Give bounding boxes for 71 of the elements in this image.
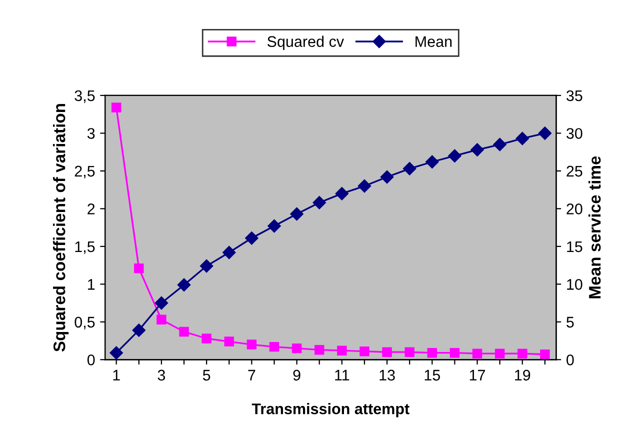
point: [516, 132, 529, 146]
legend-label: Squared cv: [267, 36, 344, 50]
point: [268, 219, 281, 233]
y-tick-label: 3: [87, 128, 95, 139]
point: [202, 334, 212, 344]
point: [224, 336, 234, 346]
y-tick-label: 3,5: [74, 90, 95, 103]
y2-tick-label: 0: [566, 354, 574, 366]
x-tick-label: 9: [293, 370, 300, 381]
point: [360, 346, 370, 356]
legend-label: Mean: [416, 36, 452, 47]
point: [290, 207, 304, 221]
point: [269, 342, 280, 352]
point: [404, 347, 414, 357]
point: [358, 179, 372, 193]
point: [134, 263, 144, 274]
point: [450, 348, 460, 358]
point: [335, 186, 348, 200]
y2-tick-label: 35: [566, 90, 582, 102]
y-tick-label: 0: [87, 354, 95, 366]
x-tick-label: 1: [113, 370, 120, 380]
point: [246, 340, 257, 350]
point: [470, 143, 484, 156]
y2-tick-label: 15: [567, 241, 582, 252]
y-axis-title: Squared coefficient of variation: [53, 104, 69, 352]
point: [111, 102, 122, 112]
y2-tick-label: 20: [566, 204, 582, 214]
point: [179, 326, 189, 337]
point: [380, 170, 394, 184]
y-tick-label: 0,5: [74, 316, 95, 330]
y2-tick-label: 5: [566, 316, 574, 328]
point: [382, 347, 392, 357]
point: [132, 324, 146, 337]
point: [314, 344, 324, 355]
point: [156, 314, 166, 324]
y2-tick-label: 10: [567, 279, 582, 290]
y-tick-label: 1: [88, 279, 95, 290]
point: [427, 348, 437, 358]
point: [426, 155, 439, 168]
point: [200, 259, 214, 273]
x-tick-label: 19: [515, 370, 530, 381]
point: [312, 196, 326, 210]
point: [177, 278, 191, 292]
x-tick-label: 13: [380, 370, 395, 381]
y-tick-label: 2,5: [74, 166, 95, 178]
point: [402, 162, 416, 176]
point: [154, 296, 168, 310]
x-tick-label: 17: [470, 370, 485, 380]
x-tick-label: 7: [248, 370, 256, 380]
point: [337, 346, 347, 356]
y2-axis-title: Mean service time: [588, 156, 601, 298]
point: [110, 346, 123, 360]
point: [245, 232, 258, 245]
point: [540, 349, 550, 360]
point: [448, 149, 462, 162]
point: [222, 246, 236, 260]
point: [493, 138, 506, 152]
point: [538, 126, 552, 140]
point: [472, 348, 482, 358]
point: [518, 348, 528, 358]
x-tick-label: 15: [424, 370, 440, 381]
point: [494, 348, 505, 358]
y-tick-label: 2: [88, 204, 95, 214]
y2-tick-label: 30: [566, 128, 582, 139]
x-axis-title: Transmission attempt: [252, 403, 410, 418]
y-tick-label: 1,5: [75, 241, 95, 254]
x-tick-label: 5: [202, 370, 210, 381]
y2-tick-label: 25: [566, 166, 582, 177]
point: [292, 343, 302, 354]
x-tick-label: 3: [158, 370, 166, 381]
x-tick-label: 11: [335, 370, 350, 380]
